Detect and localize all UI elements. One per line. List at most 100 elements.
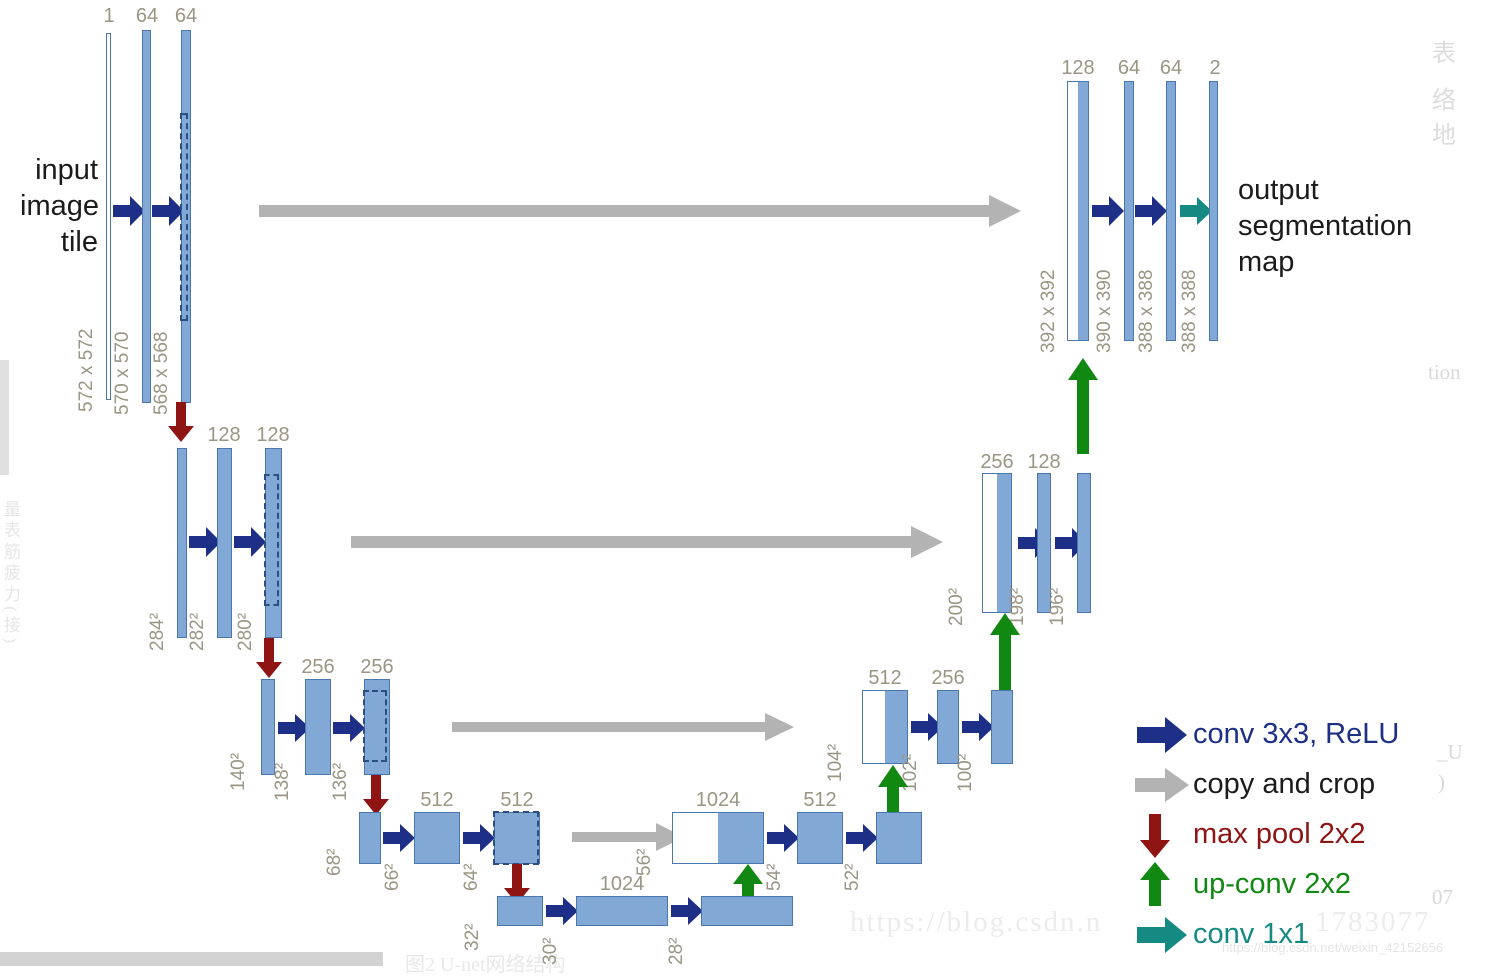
conv-arrow-l3e-2 bbox=[333, 714, 365, 742]
copy-crop-arrow-l1 bbox=[259, 195, 1021, 227]
conv-arrow-l3d-1 bbox=[911, 713, 943, 741]
block-l2e-1 bbox=[217, 448, 232, 638]
maxpool-arrow-l1 bbox=[168, 402, 194, 442]
channels-l1d-1: 64 bbox=[1117, 57, 1141, 79]
maxpool-arrow-l4 bbox=[504, 864, 530, 904]
block-l5-1 bbox=[576, 896, 668, 926]
channels-l1e-1: 64 bbox=[135, 5, 159, 27]
block-l1e-1 bbox=[142, 30, 151, 403]
block-l1d-2 bbox=[1166, 81, 1176, 341]
channels-l4d-0: 1024 bbox=[695, 789, 741, 811]
dim-l1e-1: 570 x 570 bbox=[112, 331, 133, 415]
block-l4d-0 bbox=[672, 812, 764, 864]
channels-l1e-0: 1 bbox=[103, 5, 115, 27]
dim-l5-2: 28² bbox=[666, 937, 687, 965]
block-l4d-2 bbox=[876, 812, 922, 864]
maxpool-arrow-l2 bbox=[256, 638, 282, 678]
dim-l4e-0: 68² bbox=[324, 848, 345, 876]
output-segmentation-map-label: output segmentation map bbox=[1238, 172, 1412, 280]
block-l2e-0 bbox=[177, 448, 187, 638]
conv-arrow-l1e-2 bbox=[152, 196, 184, 226]
block-l5-2 bbox=[701, 896, 793, 926]
bg-bottom-bar bbox=[0, 952, 383, 966]
conv-arrow-l5-2 bbox=[671, 897, 703, 925]
channels-l3d-0: 512 bbox=[868, 667, 902, 689]
dim-l4d-1: 54² bbox=[764, 863, 785, 891]
dim-l4e-2: 64² bbox=[461, 863, 482, 891]
block-l1d-0 bbox=[1067, 81, 1089, 341]
upconv-arrow-l2 bbox=[990, 613, 1020, 705]
conv-arrow-l2e-1 bbox=[189, 527, 221, 557]
legend-label-conv3x3: conv 3x3, ReLU bbox=[1193, 718, 1400, 750]
conv1x1-arrow-output bbox=[1180, 197, 1212, 225]
right-arrow-icon bbox=[1137, 917, 1187, 953]
copy-crop-arrow-l3 bbox=[452, 713, 794, 741]
channels-l1e-2: 64 bbox=[174, 5, 198, 27]
dim-l2d-0: 200² bbox=[946, 587, 967, 626]
dim-l4d-2: 52² bbox=[842, 863, 863, 891]
dim-l2e-0: 284² bbox=[147, 612, 168, 651]
dim-l2e-2: 280² bbox=[235, 612, 256, 651]
channels-l3e-1: 256 bbox=[301, 656, 335, 678]
dim-l4d-0: 56² bbox=[634, 848, 655, 876]
channels-l2d-0: 256 bbox=[980, 451, 1014, 473]
dim-l2e-1: 282² bbox=[187, 612, 208, 651]
channels-l4e-2: 512 bbox=[500, 789, 534, 811]
block-l3d-2 bbox=[991, 690, 1013, 764]
legend-label-conv1x1: conv 1x1 bbox=[1193, 918, 1310, 950]
block-l2d-0 bbox=[982, 473, 1012, 613]
input-label-line-1: input bbox=[35, 154, 98, 186]
block-l1d-1 bbox=[1124, 81, 1134, 341]
dim-l4e-1: 66² bbox=[382, 863, 403, 891]
dim-l2d-2: 196² bbox=[1047, 587, 1068, 626]
copy-crop-arrow-l2 bbox=[351, 526, 943, 558]
bg-fragment-u: _U bbox=[1437, 740, 1463, 764]
upconv-arrow-l4 bbox=[733, 864, 763, 910]
output-label-line-3: map bbox=[1238, 246, 1295, 278]
conv-arrow-l4d-1 bbox=[767, 824, 799, 852]
bg-left-col-text: 量 表 筋 疲 力 ( 接 ) bbox=[1, 500, 20, 644]
bg-cjk-char-1: 表 bbox=[1432, 39, 1456, 67]
conv-arrow-l4e-2 bbox=[463, 824, 495, 852]
conv-arrow-l1d-2 bbox=[1135, 196, 1167, 226]
input-label-line-2: image bbox=[20, 190, 99, 222]
conv-arrow-l1e-1 bbox=[113, 196, 145, 226]
channels-l2d-1: 128 bbox=[1027, 451, 1061, 473]
watermark-primary-tail: 1783077 bbox=[1315, 906, 1431, 938]
channels-l2e-2: 128 bbox=[256, 424, 290, 446]
dim-l3e-2: 136² bbox=[330, 762, 351, 801]
conv-arrow-l4d-2 bbox=[846, 824, 878, 852]
legend-label-upconv: up-conv 2x2 bbox=[1193, 868, 1351, 900]
upconv-arrow-l1 bbox=[1068, 358, 1098, 454]
block-l4d-1 bbox=[797, 812, 843, 864]
channels-l3d-1: 256 bbox=[931, 667, 965, 689]
block-l2d-2 bbox=[1077, 473, 1091, 613]
channels-l2e-1: 128 bbox=[207, 424, 241, 446]
conv-arrow-l4e-1 bbox=[383, 824, 415, 852]
block-l1d-3 bbox=[1209, 81, 1218, 341]
conv-arrow-l2e-2 bbox=[234, 527, 266, 557]
bg-fragment-07: 07 bbox=[1432, 885, 1453, 909]
up-arrow-icon bbox=[1140, 862, 1170, 906]
block-l4e-2 bbox=[494, 812, 540, 864]
bg-left-bleed-bar bbox=[0, 360, 9, 475]
conv-arrow-l5-1 bbox=[546, 897, 578, 925]
dim-l3e-0: 140² bbox=[228, 752, 249, 791]
block-l5-0 bbox=[497, 896, 543, 926]
dim-l3d-2: 100² bbox=[955, 753, 976, 792]
dim-l3d-0: 104² bbox=[825, 743, 846, 782]
right-arrow-icon bbox=[1137, 717, 1187, 753]
channels-l1d-0: 128 bbox=[1061, 57, 1095, 79]
output-label-line-1: output bbox=[1238, 174, 1319, 206]
input-image-tile-label: input image tile bbox=[20, 152, 99, 260]
bg-cjk-char-2: 络 bbox=[1432, 86, 1456, 114]
channels-l1d-3: 2 bbox=[1209, 57, 1221, 79]
channels-l5-1: 1024 bbox=[599, 873, 645, 895]
bg-fragment-tion: tion bbox=[1428, 360, 1461, 384]
output-label-line-2: segmentation bbox=[1238, 210, 1413, 242]
block-l1e-0 bbox=[106, 33, 111, 400]
crop-region-l4e-2 bbox=[493, 811, 539, 865]
dim-l5-1: 30² bbox=[540, 937, 561, 965]
block-l3e-0 bbox=[261, 679, 275, 775]
